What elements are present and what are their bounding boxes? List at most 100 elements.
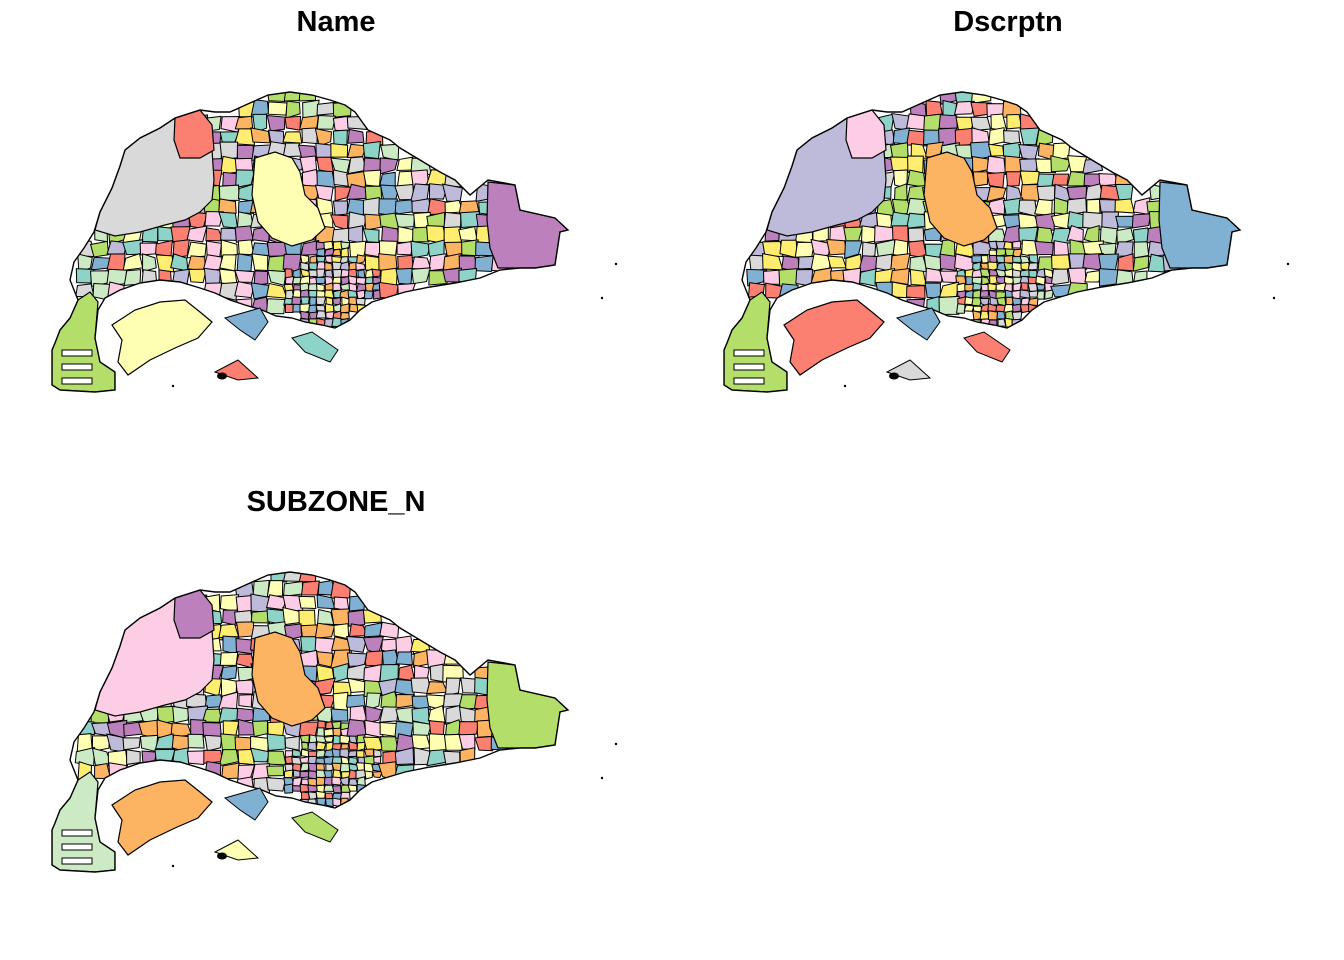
subzone-polygon [396, 156, 414, 171]
subzone-polygon [357, 269, 366, 279]
subzone-polygon [219, 651, 239, 666]
subzone-polygon [979, 262, 990, 270]
subzone-polygon [1131, 213, 1152, 229]
subzone-polygon [444, 677, 461, 697]
subzone-polygon [427, 704, 447, 725]
subzone-polygon [236, 253, 253, 272]
subzone-polygon [325, 763, 334, 773]
subzone-polygon [347, 750, 358, 757]
subzone-polygon [381, 225, 400, 244]
subzone-polygon [330, 708, 349, 722]
subzone-polygon [265, 298, 286, 315]
subzone-polygon [363, 679, 384, 697]
tiny-islet [171, 864, 175, 868]
subzone-polygon [1035, 284, 1046, 291]
subzone-polygon [266, 765, 284, 777]
subzone-polygon [331, 785, 342, 794]
subzone-polygon [332, 734, 341, 745]
subzone-polygon [826, 239, 848, 256]
subzone-polygon [266, 580, 284, 597]
subzone-polygon [301, 741, 309, 750]
subzone-polygon [75, 268, 95, 284]
subzone-polygon [395, 267, 413, 285]
subzone-polygon [371, 770, 383, 779]
subzone-polygon [1002, 197, 1024, 215]
tiny-islet [1286, 262, 1290, 266]
subzone-polygon [995, 248, 1007, 257]
subzone-polygon [474, 255, 495, 273]
subzone-polygon [218, 281, 239, 301]
subzone-polygon [986, 155, 1007, 176]
islet-dot [217, 372, 227, 380]
subzone-polygon [1011, 311, 1023, 321]
sentosa-island [963, 331, 1011, 363]
subzone-polygon [906, 285, 926, 300]
subzone-polygon [126, 749, 141, 766]
subzone-polygon [332, 691, 349, 712]
subzone-polygon [315, 741, 327, 751]
subzone-polygon [378, 678, 399, 697]
subzone-polygon [234, 115, 254, 131]
sentosa-island [291, 331, 339, 363]
subzone-polygon [332, 129, 348, 147]
subzone-polygon [426, 681, 449, 695]
subzone-polygon [1044, 289, 1055, 300]
subzone-polygon [251, 253, 269, 271]
subzone-polygon [219, 254, 237, 272]
subzone-polygon [979, 289, 990, 298]
central-region [251, 151, 326, 247]
tiny-islet [600, 296, 604, 300]
subzone-polygon [923, 254, 944, 272]
subzone-polygon [347, 677, 366, 693]
subzone-polygon [315, 283, 325, 293]
sentosa-island [291, 811, 339, 843]
subzone-polygon [394, 183, 415, 201]
subzone-polygon [285, 100, 301, 119]
subzone-polygon [1020, 282, 1029, 291]
choropleth-map-name [51, 91, 618, 393]
subzone-polygon [106, 733, 125, 753]
subzone-polygon [332, 282, 342, 292]
subzone-polygon [250, 127, 271, 144]
subzone-polygon [218, 198, 237, 215]
subzone-polygon [74, 746, 96, 767]
subzone-polygon [394, 213, 416, 229]
subzone-polygon [1019, 289, 1031, 300]
subzone-polygon [1051, 254, 1071, 271]
subzone-polygon [332, 169, 349, 187]
subzone-polygon [340, 241, 351, 250]
subzone-polygon [458, 226, 478, 242]
subzone-polygon [316, 101, 336, 116]
subzone-polygon [330, 142, 349, 158]
subzone-polygon [204, 734, 223, 752]
subzone-polygon [356, 741, 366, 752]
subzone-polygon [330, 608, 350, 626]
subzone-polygon [282, 131, 303, 144]
subzone-polygon [380, 736, 399, 752]
subzone-polygon [348, 623, 368, 637]
subzone-polygon [362, 140, 381, 160]
subzone-polygon [339, 311, 350, 321]
panel-title-subzone-n: SUBZONE_N [246, 486, 426, 518]
subzone-polygon [107, 749, 129, 767]
subzone-polygon [412, 226, 430, 243]
subzone-polygon [238, 694, 253, 708]
subzone-polygon [963, 304, 975, 312]
subzone-polygon [1028, 290, 1039, 298]
coastline [51, 571, 570, 873]
subzone-polygon [1027, 297, 1039, 307]
subzone-polygon [186, 750, 208, 765]
subzone-polygon [474, 735, 495, 752]
subzone-polygon [938, 295, 960, 315]
subzone-polygon [283, 92, 302, 102]
subzone-polygon [172, 705, 191, 724]
subzone-polygon [939, 253, 959, 271]
subzone-polygon [316, 268, 326, 278]
map-panel-name: Name [0, 0, 672, 480]
subzone-polygon [938, 114, 958, 129]
subzone-polygon [282, 580, 304, 597]
subzone-polygon [1050, 268, 1070, 286]
subzone-polygon [139, 242, 158, 256]
subzone-polygon [218, 707, 239, 723]
subzone-polygon [843, 240, 863, 260]
